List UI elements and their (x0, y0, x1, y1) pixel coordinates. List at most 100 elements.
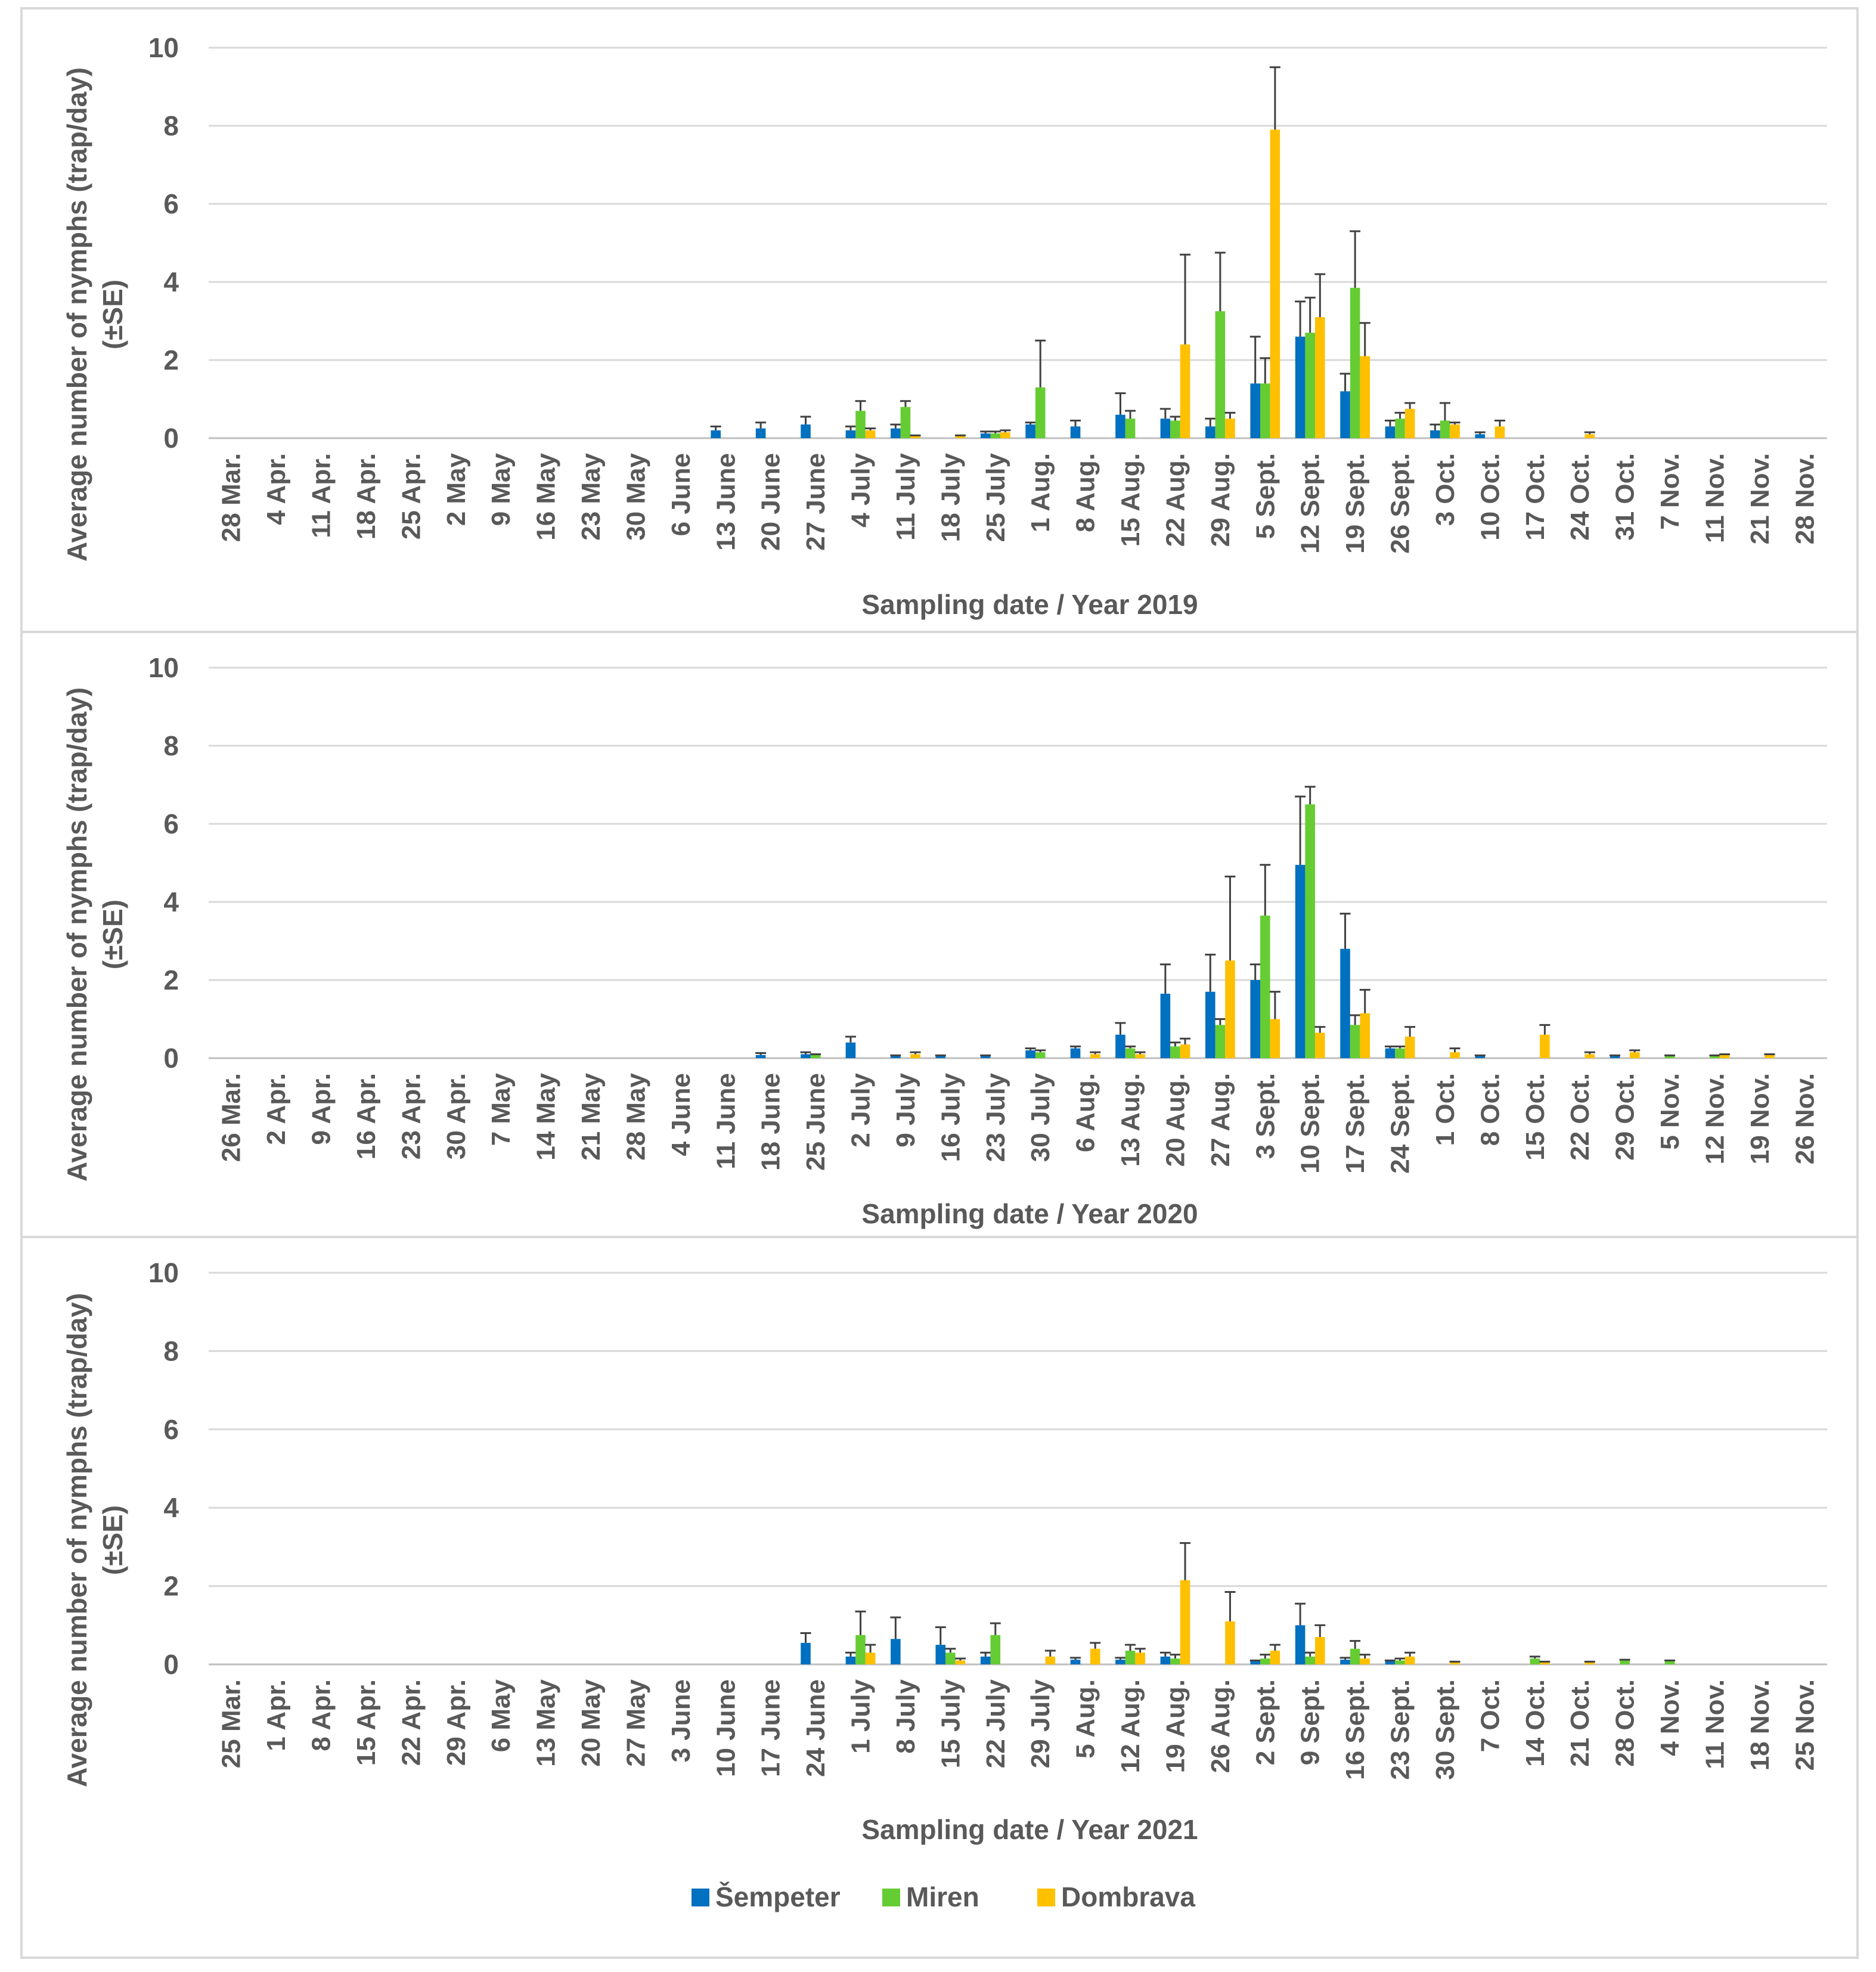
x-tick-label: 1 Apr. (262, 1679, 291, 1751)
x-tick-label: 19 Aug. (1161, 1679, 1190, 1773)
x-tick-label: 10 Sept. (1296, 1073, 1325, 1174)
bar (1385, 1048, 1396, 1058)
x-tick-label: 21 Oct. (1565, 1679, 1595, 1767)
x-tick-label: 19 Nov. (1745, 1073, 1775, 1164)
bar (910, 436, 920, 438)
bar (1225, 1621, 1235, 1664)
bar (1025, 424, 1035, 438)
x-tick-label: 9 July (891, 1072, 920, 1147)
x-tick-label: 2 July (846, 1072, 876, 1147)
x-tick-label: 15 Apr. (352, 1679, 381, 1766)
y-tick-label: 10 (148, 1257, 179, 1288)
bar (1270, 1651, 1280, 1664)
chart-panel-1: 0 2 4 6 8 10 Average number of nymphs (trap/da… (61, 32, 1827, 620)
bar (1404, 1656, 1415, 1664)
x-tick-label: 9 Apr. (307, 1073, 336, 1145)
bar (891, 1639, 901, 1664)
legend-label: Miren (906, 1881, 979, 1912)
x-tick-label: 28 May (621, 1072, 650, 1160)
series-3 (865, 66, 1595, 439)
x-tick-label: 10 June (711, 1679, 740, 1777)
y-tick-label: 0 (163, 423, 179, 454)
bar (1315, 317, 1325, 438)
series-3 (865, 1542, 1595, 1664)
x-tick-label: 24 June (801, 1679, 830, 1777)
x-tick-label: 16 Sept. (1341, 1679, 1370, 1780)
bar (1584, 1054, 1595, 1058)
x-tick-label: 23 July (981, 1072, 1010, 1162)
bar (1205, 991, 1215, 1058)
y-axis-label: Average number of nymphs (trap/day) (61, 687, 92, 1182)
bar (1350, 1025, 1360, 1058)
y-tick-label: 2 (163, 965, 179, 996)
bar (801, 1642, 811, 1664)
legend-label: Šempeter (715, 1881, 841, 1912)
x-tick-label: 3 Sept. (1251, 1073, 1280, 1159)
bar (1250, 980, 1260, 1058)
chart-panels: 0 2 4 6 8 10 Average number of nymphs (trap/da… (61, 32, 1827, 1845)
bar (1540, 1034, 1550, 1058)
bar (910, 1054, 920, 1058)
x-tick-label: 13 June (711, 453, 740, 551)
bar (755, 1055, 766, 1058)
bar (1045, 1656, 1056, 1664)
bar (1260, 1658, 1270, 1664)
bar (1629, 1052, 1640, 1058)
x-tick-label: 13 May (532, 1679, 561, 1766)
x-tick-label: 25 June (801, 1073, 830, 1171)
bar (1115, 1660, 1125, 1664)
bar (1180, 344, 1190, 438)
bar (1260, 915, 1270, 1058)
x-tick-label: 2 Apr. (262, 1073, 291, 1145)
x-tick-label: 28 Mar. (217, 453, 246, 542)
x-tick-label: 30 Sept. (1431, 1679, 1460, 1780)
x-axis-label: Sampling date / Year 2020 (861, 1198, 1198, 1229)
bar (1160, 418, 1171, 438)
x-tick-label: 29 Aug. (1206, 453, 1235, 547)
series-2 (810, 786, 1720, 1058)
bar (1350, 1648, 1360, 1664)
x-tick-label: 18 Nov. (1745, 1679, 1775, 1771)
x-tick-label: 30 July (1026, 1072, 1055, 1162)
bar (945, 1652, 956, 1664)
x-tick-label: 6 May (486, 1679, 516, 1752)
x-tick-label: 2 May (442, 452, 471, 526)
x-tick-label: 10 Oct. (1475, 453, 1505, 541)
x-tick-label: 23 Apr. (396, 1073, 426, 1159)
bar (935, 1056, 946, 1058)
bar (1035, 1052, 1046, 1058)
x-tick-label: 11 June (711, 1073, 740, 1169)
bar (711, 430, 721, 438)
x-tick-label: 18 July (936, 452, 965, 542)
bar (1475, 434, 1486, 438)
bar (855, 411, 866, 438)
x-tick-label: 28 Nov. (1790, 453, 1819, 544)
bar (1270, 129, 1280, 439)
x-tick-label: 22 Oct. (1565, 1073, 1595, 1161)
bar (1215, 311, 1226, 438)
bar (845, 1656, 856, 1664)
x-tick-label: 17 Oct. (1521, 453, 1550, 541)
x-tick-label: 5 Nov. (1655, 1073, 1685, 1150)
bar (1025, 1050, 1035, 1058)
x-tick-label: 6 June (666, 453, 696, 536)
x-tick-label: 22 Aug. (1161, 453, 1190, 547)
bar (1115, 1034, 1125, 1058)
bar (1395, 1048, 1405, 1058)
bar (801, 424, 811, 438)
bar (1430, 430, 1440, 438)
y-tick-label: 4 (163, 886, 179, 917)
x-tick-label: 20 Aug. (1161, 1073, 1190, 1167)
y-tick-label: 6 (163, 188, 179, 219)
x-tick-label: 4 July (846, 452, 876, 527)
chart-panel-2: 0 2 4 6 8 10 Average number of nymphs (trap/da… (61, 652, 1827, 1229)
bar (1620, 1660, 1630, 1664)
x-tick-label: 3 June (666, 1679, 696, 1762)
x-tick-label: 12 Sept. (1296, 453, 1325, 554)
bar (1205, 426, 1215, 438)
x-tick-label: 23 Sept. (1386, 1679, 1415, 1780)
x-tick-label: 23 May (576, 452, 606, 540)
x-tick-label: 13 Aug. (1116, 1073, 1145, 1167)
bar (1170, 420, 1180, 438)
